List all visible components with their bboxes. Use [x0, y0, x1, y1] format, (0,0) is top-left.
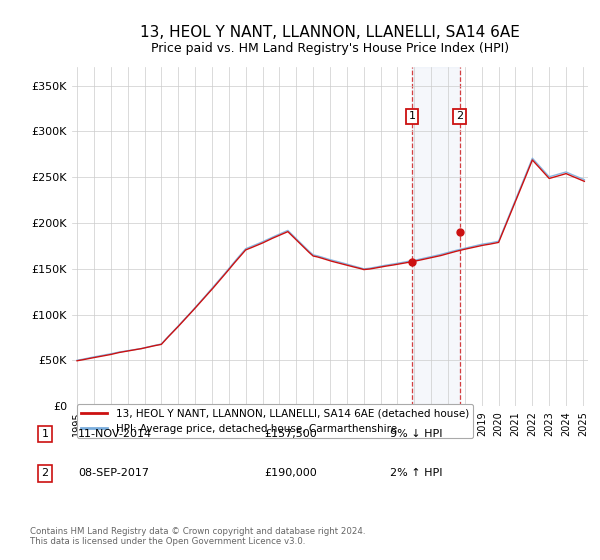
Text: 11-NOV-2014: 11-NOV-2014	[78, 429, 152, 439]
Text: Price paid vs. HM Land Registry's House Price Index (HPI): Price paid vs. HM Land Registry's House …	[151, 42, 509, 55]
Legend: 13, HEOL Y NANT, LLANNON, LLANELLI, SA14 6AE (detached house), HPI: Average pric: 13, HEOL Y NANT, LLANNON, LLANELLI, SA14…	[77, 404, 473, 438]
Text: 9% ↓ HPI: 9% ↓ HPI	[390, 429, 443, 439]
Text: 2: 2	[41, 468, 49, 478]
Text: 08-SEP-2017: 08-SEP-2017	[78, 468, 149, 478]
Text: 13, HEOL Y NANT, LLANNON, LLANELLI, SA14 6AE: 13, HEOL Y NANT, LLANNON, LLANELLI, SA14…	[140, 25, 520, 40]
Text: £190,000: £190,000	[264, 468, 317, 478]
Text: £157,500: £157,500	[264, 429, 317, 439]
Text: Contains HM Land Registry data © Crown copyright and database right 2024.
This d: Contains HM Land Registry data © Crown c…	[30, 526, 365, 546]
Text: 1: 1	[41, 429, 49, 439]
Bar	[412, 67, 460, 406]
Text: 2: 2	[456, 111, 463, 122]
Text: 2% ↑ HPI: 2% ↑ HPI	[390, 468, 443, 478]
Text: 1: 1	[409, 111, 416, 122]
